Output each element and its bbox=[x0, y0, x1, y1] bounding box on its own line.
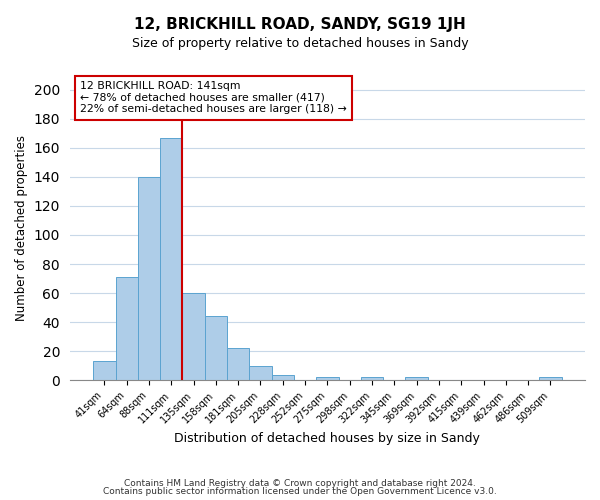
Bar bbox=[160, 138, 182, 380]
Text: 12 BRICKHILL ROAD: 141sqm
← 78% of detached houses are smaller (417)
22% of semi: 12 BRICKHILL ROAD: 141sqm ← 78% of detac… bbox=[80, 81, 347, 114]
Text: 12, BRICKHILL ROAD, SANDY, SG19 1JH: 12, BRICKHILL ROAD, SANDY, SG19 1JH bbox=[134, 18, 466, 32]
Bar bbox=[361, 378, 383, 380]
Bar bbox=[250, 366, 272, 380]
Text: Contains public sector information licensed under the Open Government Licence v3: Contains public sector information licen… bbox=[103, 487, 497, 496]
X-axis label: Distribution of detached houses by size in Sandy: Distribution of detached houses by size … bbox=[175, 432, 481, 445]
Bar bbox=[227, 348, 250, 380]
Bar bbox=[539, 378, 562, 380]
Bar bbox=[116, 277, 138, 380]
Bar bbox=[182, 293, 205, 380]
Text: Contains HM Land Registry data © Crown copyright and database right 2024.: Contains HM Land Registry data © Crown c… bbox=[124, 478, 476, 488]
Bar bbox=[138, 177, 160, 380]
Text: Size of property relative to detached houses in Sandy: Size of property relative to detached ho… bbox=[131, 38, 469, 51]
Bar bbox=[205, 316, 227, 380]
Y-axis label: Number of detached properties: Number of detached properties bbox=[15, 134, 28, 320]
Bar bbox=[272, 374, 294, 380]
Bar bbox=[406, 378, 428, 380]
Bar bbox=[316, 378, 338, 380]
Bar bbox=[93, 362, 116, 380]
